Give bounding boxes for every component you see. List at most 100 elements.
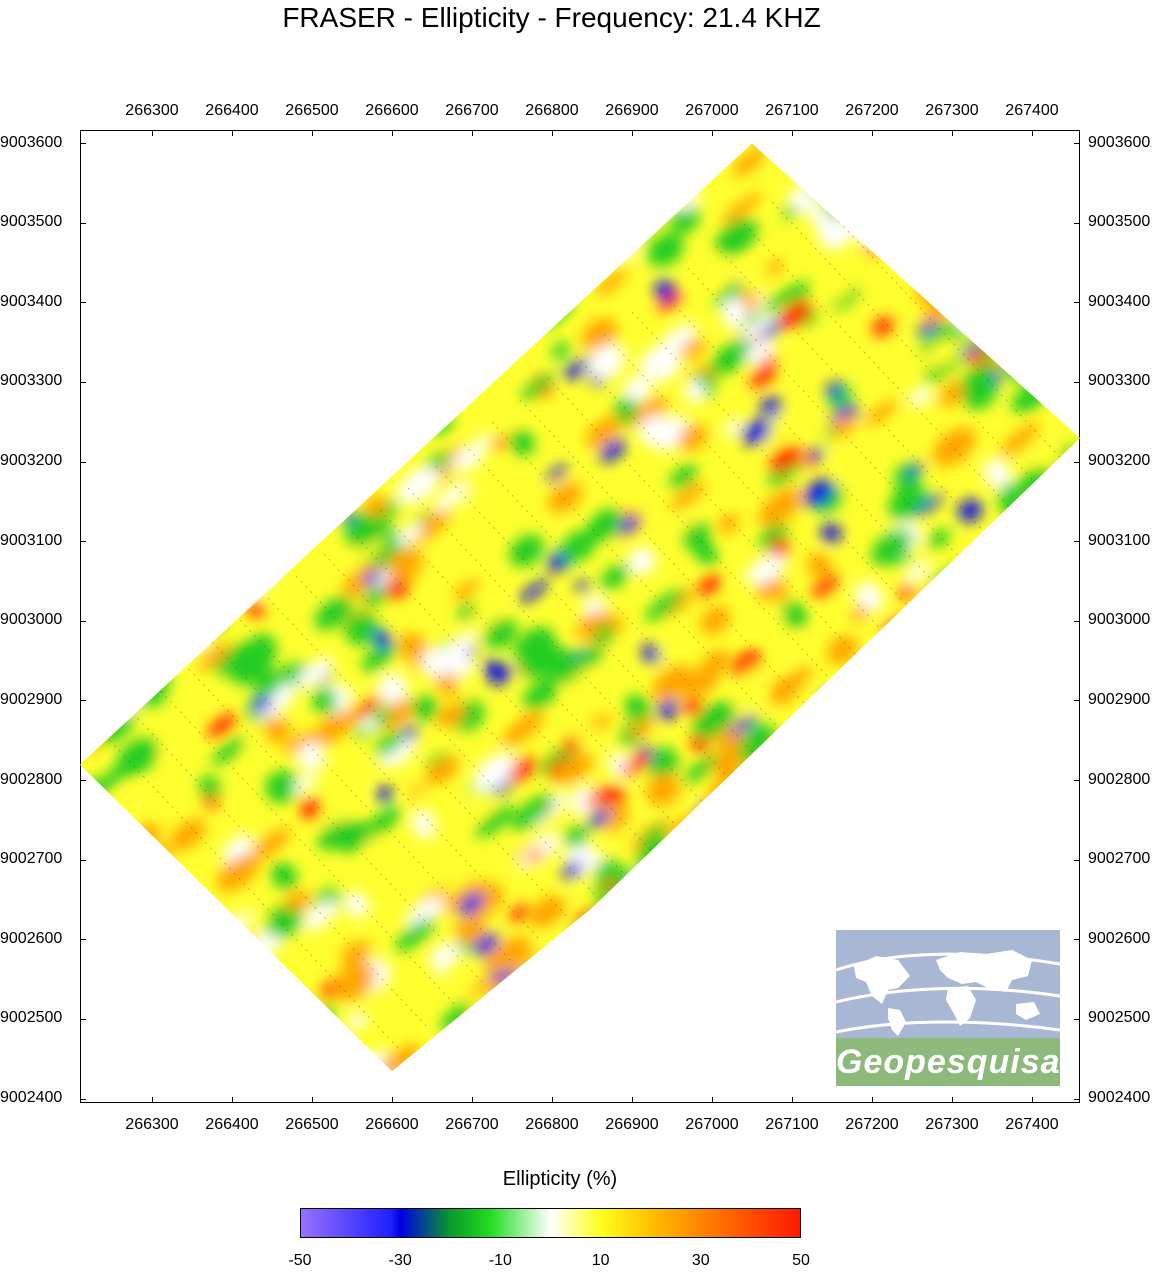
anomaly-blob bbox=[362, 303, 379, 320]
anomaly-blob bbox=[80, 714, 101, 747]
x-tick-mark bbox=[791, 1097, 793, 1103]
x-tick-label: 266900 bbox=[605, 1116, 659, 1133]
anomaly-blob bbox=[618, 811, 653, 840]
anomaly-blob bbox=[85, 853, 125, 890]
anomaly-blob bbox=[691, 834, 717, 859]
anomaly-blob bbox=[387, 314, 425, 349]
anomaly-blob bbox=[321, 795, 360, 829]
anomaly-blob bbox=[394, 314, 419, 339]
anomaly-blob bbox=[80, 1012, 94, 1040]
y-tick-mark bbox=[1074, 780, 1080, 782]
anomaly-blob bbox=[767, 1068, 795, 1096]
anomaly-blob bbox=[721, 192, 762, 225]
anomaly-blob bbox=[525, 846, 545, 864]
flight-line bbox=[743, 223, 1045, 545]
anomaly-blob bbox=[791, 878, 812, 900]
anomaly-blob bbox=[745, 338, 776, 365]
anomaly-blob bbox=[975, 579, 1000, 601]
y-tick-label: 9003500 bbox=[0, 213, 63, 231]
anomaly-blob bbox=[871, 529, 913, 566]
anomaly-blob bbox=[270, 1059, 300, 1072]
anomaly-blob bbox=[88, 173, 126, 207]
anomaly-blob bbox=[943, 899, 967, 921]
anomaly-blob bbox=[884, 698, 900, 713]
anomaly-blob bbox=[189, 191, 226, 221]
anomaly-blob bbox=[1036, 669, 1062, 691]
anomaly-blob bbox=[859, 827, 902, 863]
anomaly-blob bbox=[682, 522, 711, 549]
anomaly-blob bbox=[775, 887, 800, 912]
anomaly-blob bbox=[1034, 202, 1066, 232]
anomaly-blob bbox=[600, 564, 629, 590]
anomaly-blob bbox=[256, 671, 284, 697]
anomaly-blob bbox=[100, 287, 126, 309]
x-tick-label: 266300 bbox=[125, 1116, 179, 1133]
anomaly-blob bbox=[997, 841, 1025, 869]
anomaly-blob bbox=[84, 900, 104, 920]
anomaly-blob bbox=[696, 257, 729, 284]
y-tick-label: 9002500 bbox=[0, 1009, 63, 1027]
anomaly-blob bbox=[820, 843, 851, 869]
anomaly-blob bbox=[1023, 806, 1061, 838]
anomaly-blob bbox=[835, 674, 876, 708]
anomaly-blob bbox=[639, 823, 668, 847]
anomaly-blob bbox=[80, 708, 101, 729]
anomaly-blob bbox=[96, 370, 123, 394]
anomaly-blob bbox=[169, 911, 211, 946]
anomaly-blob bbox=[190, 198, 225, 229]
anomaly-blob bbox=[554, 169, 575, 190]
anomaly-blob bbox=[1023, 320, 1055, 348]
anomaly-blob bbox=[919, 704, 940, 724]
anomaly-blob bbox=[831, 285, 861, 310]
anomaly-blob bbox=[391, 287, 420, 313]
anomaly-blob bbox=[344, 892, 370, 918]
anomaly-blob bbox=[668, 955, 692, 978]
x-tick-label: 266600 bbox=[365, 1116, 419, 1133]
anomaly-blob bbox=[450, 1066, 465, 1072]
anomaly-blob bbox=[402, 725, 418, 740]
y-tick-label: 9003500 bbox=[1088, 213, 1151, 231]
anomaly-blob bbox=[713, 1031, 739, 1054]
anomaly-blob bbox=[572, 1042, 602, 1067]
anomaly-blob bbox=[822, 785, 839, 800]
anomaly-blob bbox=[984, 116, 1017, 146]
anomaly-blob bbox=[338, 279, 375, 313]
anomaly-blob bbox=[460, 318, 486, 341]
anomaly-blob bbox=[907, 785, 932, 809]
geopesquisa-logo: Geopesquisa bbox=[836, 930, 1060, 1086]
anomaly-blob bbox=[561, 861, 583, 880]
x-tick-label: 266500 bbox=[285, 1116, 339, 1133]
anomaly-blob bbox=[151, 977, 194, 1014]
anomaly-blob bbox=[992, 875, 1016, 898]
anomaly-blob bbox=[732, 149, 765, 177]
flight-line bbox=[995, 143, 1080, 347]
anomaly-blob bbox=[523, 1045, 538, 1058]
anomaly-blob bbox=[798, 950, 835, 985]
y-tick-label: 9003200 bbox=[1088, 452, 1151, 470]
anomaly-blob bbox=[80, 826, 119, 863]
anomaly-blob bbox=[997, 769, 1027, 796]
anomaly-blob bbox=[345, 508, 389, 548]
anomaly-blob bbox=[396, 466, 440, 505]
anomaly-blob bbox=[669, 910, 698, 934]
anomaly-blob bbox=[780, 143, 803, 154]
anomaly-blob bbox=[434, 480, 472, 512]
anomaly-blob bbox=[679, 968, 704, 995]
anomaly-blob bbox=[813, 820, 850, 854]
anomaly-blob bbox=[473, 933, 499, 956]
anomaly-blob bbox=[317, 820, 352, 851]
anomaly-blob bbox=[806, 552, 832, 578]
anomaly-blob bbox=[897, 584, 914, 600]
anomaly-blob bbox=[888, 219, 932, 255]
anomaly-blob bbox=[982, 773, 1013, 800]
y-tick-mark bbox=[1074, 939, 1080, 941]
anomaly-blob bbox=[821, 522, 842, 543]
anomaly-blob bbox=[190, 267, 221, 294]
anomaly-blob bbox=[385, 292, 416, 322]
anomaly-blob bbox=[1003, 889, 1038, 918]
anomaly-blob bbox=[102, 958, 144, 994]
anomaly-blob bbox=[102, 549, 136, 579]
anomaly-blob bbox=[771, 634, 812, 669]
anomaly-blob bbox=[942, 878, 968, 901]
anomaly-blob bbox=[197, 584, 220, 607]
